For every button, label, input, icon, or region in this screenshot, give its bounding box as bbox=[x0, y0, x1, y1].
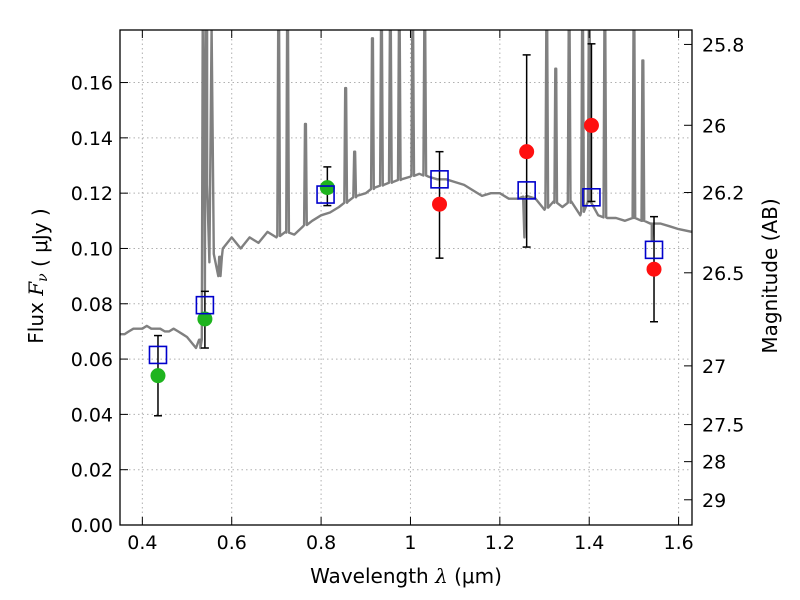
y-axis-ticks: 0.00 0.02 0.04 0.06 0.08 0.10 0.12 0.14 0.16 bbox=[71, 73, 128, 537]
model-photometry-square bbox=[582, 188, 601, 207]
y-axis-title: Flux Fν ( μJy ) bbox=[24, 208, 52, 343]
right-tick-label: 26.2 bbox=[702, 183, 744, 205]
right-tick-label: 25.8 bbox=[702, 34, 744, 56]
y-tick-label: 0.16 bbox=[71, 73, 113, 95]
right-tick-label: 27.5 bbox=[702, 415, 744, 437]
model-photometry-square bbox=[195, 295, 215, 315]
red-point bbox=[646, 261, 662, 277]
y-tick-label: 0.12 bbox=[71, 183, 113, 205]
y-tick-label: 0.10 bbox=[71, 238, 113, 260]
red-point bbox=[432, 196, 448, 212]
model-spectrum bbox=[120, 30, 692, 350]
model-photometry-square bbox=[316, 185, 335, 204]
x-tick-label: 1 bbox=[404, 532, 416, 554]
right-axis-title: Magnitude (AB) bbox=[758, 198, 782, 353]
x-tick-label: 0.8 bbox=[306, 532, 336, 554]
plot-frame bbox=[119, 29, 693, 526]
model-photometry-square bbox=[517, 181, 536, 200]
green-point bbox=[319, 180, 335, 196]
x-axis-title: Wavelength λ (μm) bbox=[310, 564, 502, 588]
model-photometry-square bbox=[430, 170, 449, 189]
x-tick-label: 1.4 bbox=[574, 532, 604, 554]
red-point bbox=[583, 117, 599, 133]
y-tick-label: 0.02 bbox=[71, 460, 113, 482]
grid-lines bbox=[120, 30, 692, 526]
right-tick-label: 27 bbox=[702, 356, 726, 378]
data-points bbox=[148, 43, 664, 417]
y-tick-label: 0.08 bbox=[71, 294, 113, 316]
right-tick-label: 29 bbox=[702, 490, 726, 512]
model-photometry-square bbox=[644, 240, 664, 260]
y-tick-label: 0.00 bbox=[71, 515, 113, 537]
x-tick-label: 0.6 bbox=[217, 532, 247, 554]
green-point bbox=[197, 311, 213, 327]
model-spectrum-line bbox=[120, 30, 692, 350]
x-tick-label: 0.4 bbox=[127, 532, 157, 554]
green-point bbox=[150, 368, 166, 384]
y-tick-label: 0.06 bbox=[71, 349, 113, 371]
right-tick-label: 28 bbox=[702, 452, 726, 474]
x-axis-ticks: 0.4 0.6 0.8 1 1.2 1.4 1.6 bbox=[127, 30, 694, 554]
right-axis-ticks: 25.8 26 26.2 26.5 27 27.5 28 29 bbox=[684, 34, 744, 512]
y-tick-label: 0.14 bbox=[71, 128, 113, 150]
x-tick-label: 1.2 bbox=[485, 532, 515, 554]
right-tick-label: 26.5 bbox=[702, 263, 744, 285]
model-photometry-square bbox=[148, 345, 168, 365]
right-tick-label: 26 bbox=[702, 115, 726, 137]
x-tick-label: 1.6 bbox=[663, 532, 693, 554]
red-point bbox=[519, 144, 535, 160]
y-tick-label: 0.04 bbox=[71, 404, 113, 426]
